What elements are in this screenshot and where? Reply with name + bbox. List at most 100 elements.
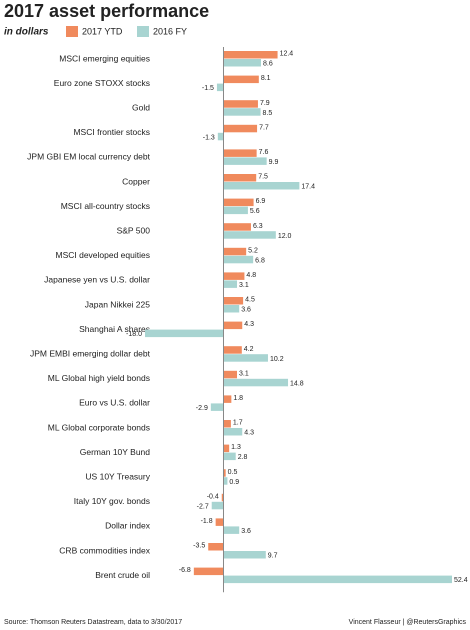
bar bbox=[223, 469, 226, 477]
value-label: -1.3 bbox=[203, 134, 215, 141]
bar bbox=[223, 75, 259, 84]
value-label: 4.3 bbox=[244, 430, 254, 437]
bar bbox=[223, 124, 258, 133]
value-label: -3.5 bbox=[193, 543, 205, 550]
bar bbox=[145, 329, 224, 338]
bar bbox=[223, 420, 231, 428]
bar bbox=[223, 255, 254, 264]
category-label: US 10Y Treasury bbox=[85, 471, 150, 481]
category-label: Italy 10Y gov. bonds bbox=[74, 496, 150, 506]
value-label: -1.5 bbox=[202, 85, 214, 92]
value-label: 4.5 bbox=[245, 297, 255, 304]
value-label: 12.4 bbox=[280, 51, 294, 58]
value-label: 5.6 bbox=[250, 208, 260, 215]
value-label: -2.9 bbox=[196, 405, 208, 412]
category-label: Euro vs U.S. dollar bbox=[79, 398, 150, 408]
value-label: 4.8 bbox=[246, 272, 256, 279]
category-label: Copper bbox=[122, 176, 150, 186]
bar bbox=[193, 567, 224, 576]
bar bbox=[210, 403, 224, 411]
category-label: JPM EMBI emerging dollar debt bbox=[30, 348, 151, 358]
bar bbox=[216, 83, 224, 92]
category-label: MSCI frontier stocks bbox=[73, 127, 150, 137]
legend-label: 2016 FY bbox=[153, 26, 187, 36]
value-label: -0.4 bbox=[207, 493, 219, 500]
value-label: 6.9 bbox=[256, 198, 266, 205]
category-label: ML Global high yield bonds bbox=[48, 373, 150, 383]
value-label: -18.0 bbox=[126, 331, 142, 338]
category-label: Shanghai A shares bbox=[79, 324, 150, 334]
value-label: 2.8 bbox=[238, 454, 248, 461]
bar bbox=[223, 395, 232, 403]
value-label: 5.2 bbox=[248, 247, 258, 254]
value-label: 14.8 bbox=[290, 380, 304, 387]
value-label: -1.8 bbox=[201, 518, 213, 525]
category-label: Dollar index bbox=[105, 521, 151, 531]
value-label: 3.6 bbox=[241, 307, 251, 314]
bar bbox=[223, 378, 289, 387]
bar bbox=[223, 51, 278, 59]
category-label: Japan Nikkei 225 bbox=[85, 299, 150, 309]
bar bbox=[223, 346, 242, 354]
bar bbox=[223, 198, 254, 207]
bar bbox=[211, 501, 224, 510]
bar bbox=[223, 157, 267, 165]
category-label: MSCI developed equities bbox=[55, 250, 150, 260]
bar bbox=[223, 206, 248, 215]
value-label: -2.7 bbox=[197, 503, 209, 510]
value-label: 4.3 bbox=[244, 321, 254, 328]
category-label: Gold bbox=[132, 102, 150, 112]
bar bbox=[223, 223, 251, 231]
value-label: 8.5 bbox=[263, 110, 273, 117]
bar bbox=[223, 280, 238, 288]
bar bbox=[217, 132, 224, 141]
chart-title: 2017 asset performance bbox=[4, 1, 209, 21]
category-label: Euro zone STOXX stocks bbox=[54, 78, 150, 88]
bar bbox=[223, 551, 266, 559]
value-label: 9.7 bbox=[268, 553, 278, 560]
value-label: 7.9 bbox=[260, 100, 270, 107]
value-label: 6.8 bbox=[255, 257, 265, 264]
category-label: MSCI emerging equities bbox=[59, 53, 150, 63]
value-label: 0.9 bbox=[229, 479, 239, 486]
bar bbox=[215, 518, 224, 526]
value-label: 6.3 bbox=[253, 223, 263, 230]
bar bbox=[223, 247, 247, 256]
value-label: 3.1 bbox=[239, 282, 249, 289]
value-label: 0.5 bbox=[228, 469, 238, 476]
value-label: 7.6 bbox=[259, 149, 269, 156]
bar bbox=[223, 370, 238, 379]
bar bbox=[223, 297, 244, 305]
value-label: 3.6 bbox=[241, 528, 251, 535]
value-label: 8.1 bbox=[261, 75, 271, 82]
value-label: 3.1 bbox=[239, 370, 249, 377]
bar bbox=[208, 543, 224, 551]
bar bbox=[223, 354, 268, 362]
bar bbox=[223, 59, 261, 67]
source: Source: Thomson Reuters Datastream, data… bbox=[4, 619, 182, 626]
bar bbox=[223, 149, 257, 157]
bar bbox=[223, 452, 236, 461]
category-label: CRB commodities index bbox=[59, 545, 150, 555]
bar bbox=[223, 182, 300, 190]
value-label: 52.4 bbox=[454, 577, 468, 584]
bar bbox=[223, 526, 240, 534]
category-label: S&P 500 bbox=[117, 225, 151, 235]
value-label: 4.2 bbox=[244, 346, 254, 353]
value-label: 8.6 bbox=[263, 61, 273, 68]
bar bbox=[223, 100, 258, 108]
bar bbox=[223, 321, 243, 330]
bar bbox=[223, 428, 243, 436]
value-label: 1.8 bbox=[233, 395, 243, 402]
legend-swatch bbox=[66, 26, 78, 37]
bar bbox=[223, 444, 230, 453]
bar bbox=[223, 231, 276, 239]
category-label: ML Global corporate bonds bbox=[48, 422, 150, 432]
bar bbox=[223, 272, 245, 280]
bar bbox=[223, 305, 240, 313]
value-label: 12.0 bbox=[278, 233, 292, 240]
value-label: 1.7 bbox=[233, 420, 243, 427]
category-label: MSCI all-country stocks bbox=[61, 201, 150, 211]
